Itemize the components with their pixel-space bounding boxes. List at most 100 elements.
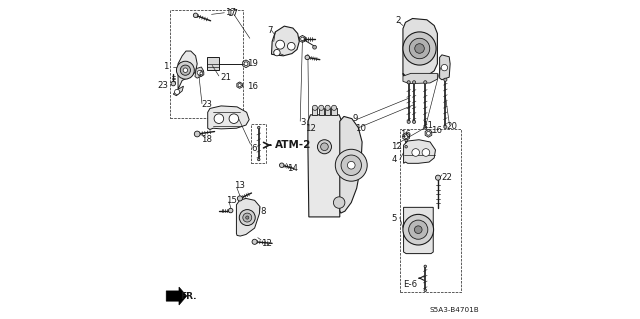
Text: 21: 21 [220, 73, 232, 82]
Circle shape [193, 13, 198, 18]
Text: 15: 15 [225, 196, 237, 205]
Polygon shape [166, 287, 187, 305]
Circle shape [424, 289, 426, 292]
Circle shape [276, 40, 285, 49]
Text: 3: 3 [300, 118, 306, 127]
Bar [252, 124, 266, 163]
Circle shape [177, 61, 195, 79]
Text: 20: 20 [446, 122, 458, 131]
Circle shape [404, 135, 408, 138]
Circle shape [444, 125, 447, 129]
Text: 19: 19 [247, 59, 258, 68]
Circle shape [335, 149, 367, 181]
Circle shape [424, 81, 427, 84]
Circle shape [332, 105, 337, 110]
Circle shape [405, 145, 408, 148]
Text: 22: 22 [442, 173, 453, 182]
Text: 18: 18 [202, 135, 212, 144]
Polygon shape [403, 19, 437, 78]
Circle shape [228, 208, 233, 213]
Circle shape [195, 131, 200, 137]
Circle shape [444, 78, 447, 81]
Polygon shape [271, 26, 300, 56]
Polygon shape [173, 86, 184, 96]
Text: 5: 5 [392, 214, 397, 223]
Text: 16: 16 [431, 126, 442, 135]
Text: ATM-2: ATM-2 [275, 140, 312, 150]
Circle shape [257, 158, 260, 161]
Circle shape [405, 139, 408, 142]
Text: 13: 13 [234, 181, 246, 190]
Circle shape [319, 105, 324, 110]
Circle shape [312, 105, 317, 110]
Circle shape [252, 239, 257, 244]
Circle shape [237, 196, 243, 201]
Text: 7: 7 [268, 26, 273, 35]
Text: 14: 14 [287, 164, 298, 173]
Text: 16: 16 [401, 130, 412, 139]
Text: 23: 23 [202, 100, 212, 109]
Circle shape [180, 65, 191, 75]
Bar [312, 108, 317, 115]
Circle shape [287, 42, 295, 50]
Text: 16: 16 [246, 82, 258, 91]
Text: 12: 12 [305, 124, 316, 133]
Text: 12: 12 [392, 142, 403, 151]
Text: 4: 4 [392, 155, 397, 164]
Text: 12: 12 [261, 239, 272, 248]
Text: FR.: FR. [180, 292, 196, 300]
Circle shape [301, 37, 304, 41]
Bar [401, 129, 461, 292]
Text: 17: 17 [227, 9, 238, 18]
Polygon shape [425, 130, 432, 137]
Polygon shape [178, 51, 197, 89]
Polygon shape [208, 106, 249, 130]
Circle shape [415, 226, 422, 234]
Circle shape [403, 32, 436, 65]
Circle shape [424, 265, 426, 268]
Text: 1: 1 [163, 63, 168, 71]
Bar [170, 10, 243, 118]
Polygon shape [199, 70, 204, 76]
Bar [332, 108, 337, 115]
Circle shape [426, 131, 430, 135]
Circle shape [244, 62, 248, 66]
Polygon shape [243, 60, 250, 68]
Circle shape [435, 175, 440, 180]
Circle shape [280, 163, 284, 167]
Text: S5A3-B4701B: S5A3-B4701B [429, 307, 479, 313]
Bar [319, 108, 324, 115]
Polygon shape [404, 140, 435, 163]
Text: 10: 10 [355, 124, 366, 133]
Circle shape [348, 161, 355, 169]
Circle shape [422, 149, 429, 156]
Circle shape [403, 214, 433, 245]
Circle shape [415, 44, 424, 53]
Circle shape [171, 81, 175, 86]
Circle shape [341, 155, 362, 175]
Circle shape [333, 197, 345, 208]
Circle shape [317, 140, 332, 154]
Text: 9: 9 [353, 114, 358, 123]
Text: 17: 17 [225, 8, 236, 17]
Circle shape [243, 213, 252, 222]
Circle shape [424, 126, 427, 129]
Polygon shape [404, 207, 433, 254]
Circle shape [200, 72, 203, 75]
Polygon shape [308, 115, 342, 217]
Polygon shape [300, 35, 305, 42]
Circle shape [407, 120, 410, 123]
Polygon shape [440, 55, 450, 80]
Polygon shape [403, 133, 410, 140]
Circle shape [410, 38, 429, 59]
Polygon shape [236, 198, 260, 236]
Circle shape [313, 45, 317, 49]
Circle shape [183, 68, 188, 72]
Text: 23: 23 [157, 81, 168, 90]
Circle shape [274, 49, 280, 56]
Polygon shape [403, 73, 437, 84]
Bar [325, 108, 330, 115]
Text: 6: 6 [252, 144, 257, 153]
Circle shape [214, 114, 223, 123]
Circle shape [407, 81, 410, 84]
